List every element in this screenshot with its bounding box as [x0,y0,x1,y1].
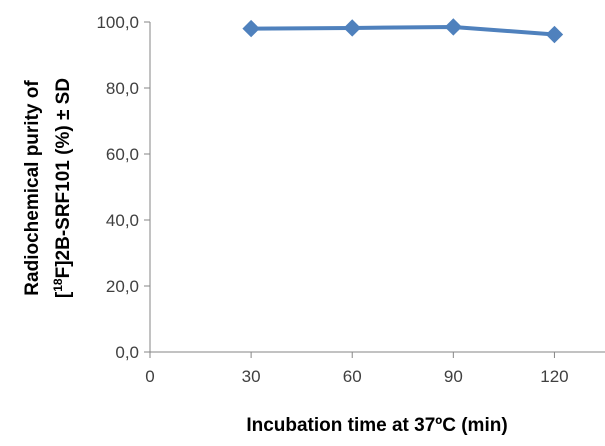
y-tick-label: 40,0 [106,211,139,230]
y-tick-label: 0,0 [115,343,139,362]
data-point-marker [444,18,463,36]
y-tick-label: 60,0 [106,145,139,164]
y-axis-title-line1: Radiochemical purity of [22,80,43,296]
y-axis-title-line2: [18F]2B-SRF101 (%) ± SD [51,78,74,298]
y-axis-title-remainder: F]2B-SRF101 (%) ± SD [53,78,74,278]
y-axis-title-superscript: 18 [51,278,65,292]
x-tick-label: 120 [540,367,568,386]
y-tick-label: 100,0 [96,13,139,32]
x-tick-label: 60 [343,367,362,386]
x-tick-label: 90 [444,367,463,386]
x-tick-label: 30 [242,367,261,386]
data-point-marker [343,19,361,37]
x-axis-title: Incubation time at 37ºC (min) [246,415,507,436]
series-line [251,24,555,37]
axes-layer [149,22,605,353]
y-tick-label: 20,0 [106,277,139,296]
y-axis-title-bracket: [ [53,291,74,298]
series-layer [242,18,564,44]
y-tick-label: 80,0 [106,79,139,98]
ticks-layer: 0,0 20,0 40,0 60,0 80,0 100,0 0 30 60 90 120 [96,13,568,386]
data-point-marker [242,19,260,38]
data-point-marker [545,25,564,44]
x-tick-label: 0 [145,367,154,386]
